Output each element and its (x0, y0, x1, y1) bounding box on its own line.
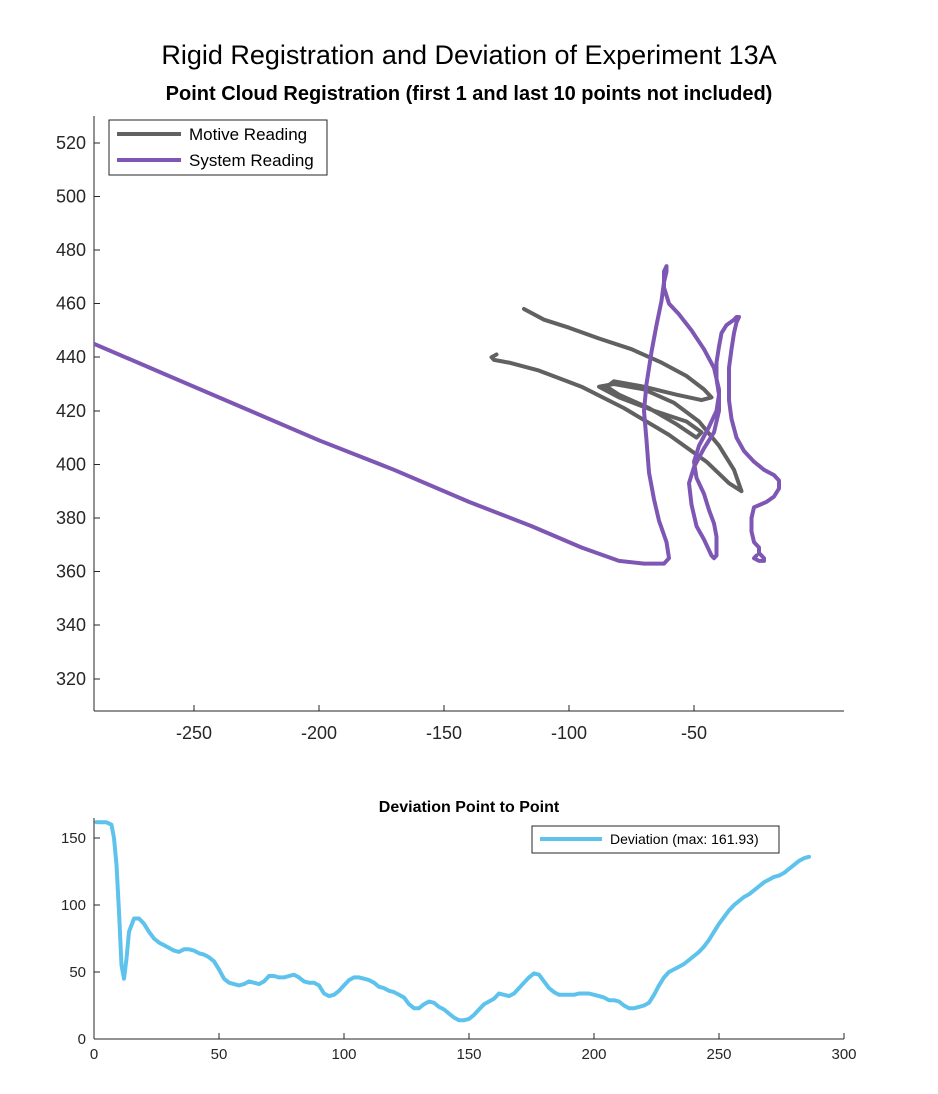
y-tick-label: 440 (56, 347, 86, 367)
y-tick-label: 380 (56, 508, 86, 528)
deviation-plot-title: Deviation Point to Point (379, 799, 560, 816)
y-tick-label: 520 (56, 133, 86, 153)
x-tick-label: 0 (90, 1046, 98, 1063)
y-tick-label: 100 (61, 897, 86, 914)
x-tick-label: 50 (211, 1046, 228, 1063)
registration-plot-title: Point Cloud Registration (first 1 and la… (166, 83, 773, 105)
x-tick-label: -200 (301, 723, 337, 743)
x-tick-label: 200 (581, 1046, 606, 1063)
legend-label: Deviation (max: 161.93) (610, 831, 759, 847)
y-tick-label: 460 (56, 294, 86, 314)
y-tick-label: 360 (56, 562, 86, 582)
x-tick-label: 300 (831, 1046, 856, 1063)
legend-box (108, 119, 328, 176)
y-tick-label: 340 (56, 615, 86, 635)
x-tick-label: -150 (426, 723, 462, 743)
y-tick-label: 420 (56, 401, 86, 421)
series-line-deviation-max-161-93 (94, 820, 811, 1023)
legend-label: Motive Reading (189, 125, 307, 144)
x-tick-label: 150 (456, 1046, 481, 1063)
deviation-plot: 0 50 100 150 200 250 300 0 50 100 150 Deviation (ma… (61, 818, 857, 1063)
y-tick-label: 400 (56, 454, 86, 474)
figure-title: Rigid Registration and Deviation of Expe… (161, 40, 776, 70)
y-tick-label: 50 (69, 964, 86, 981)
series-line-motive-reading (489, 307, 744, 494)
x-tick-label: 100 (331, 1046, 356, 1063)
legend-label: System Reading (189, 151, 314, 170)
y-tick-label: 0 (78, 1031, 86, 1048)
series-line-system-reading (94, 264, 781, 566)
y-tick-label: 500 (56, 186, 86, 206)
y-tick-label: 480 (56, 240, 86, 260)
registration-plot: -250 -200 -150 -100 -50 320 340 360 380 400 420 440… (56, 116, 844, 743)
x-tick-label: 250 (706, 1046, 731, 1063)
x-tick-label: -100 (551, 723, 587, 743)
y-tick-label: 320 (56, 669, 86, 689)
x-tick-label: -250 (176, 723, 212, 743)
x-tick-label: -50 (681, 723, 707, 743)
y-tick-label: 150 (61, 830, 86, 847)
